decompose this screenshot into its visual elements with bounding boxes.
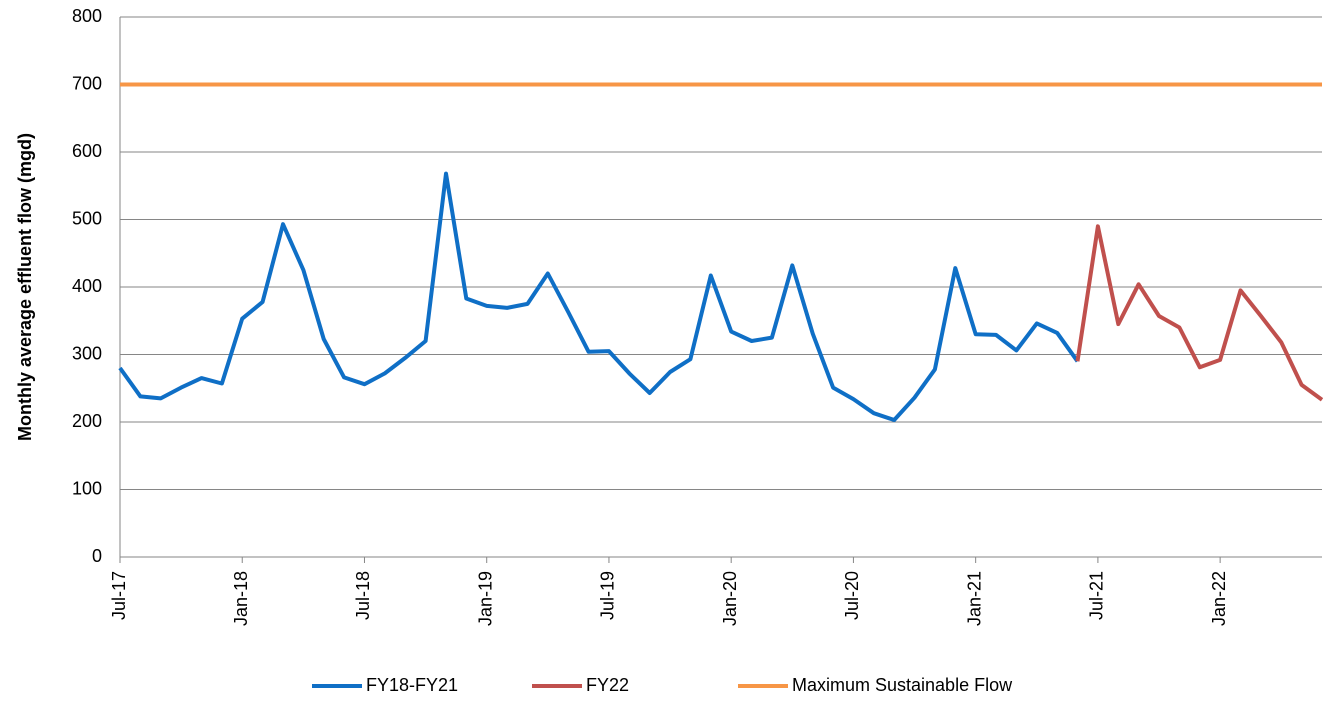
x-tick-label: Jan-18 bbox=[231, 571, 251, 626]
y-tick-label: 700 bbox=[72, 73, 102, 93]
y-tick-label: 300 bbox=[72, 343, 102, 363]
series-line bbox=[1075, 224, 1323, 402]
y-tick-label: 0 bbox=[92, 546, 102, 566]
y-tick-label: 400 bbox=[72, 276, 102, 296]
y-tick-label: 800 bbox=[72, 6, 102, 26]
x-tick-label: Jan-22 bbox=[1209, 571, 1229, 626]
x-tick-label: Jan-21 bbox=[964, 571, 984, 626]
x-tick-label: Jul-17 bbox=[109, 571, 129, 620]
x-tick-label: Jul-20 bbox=[842, 571, 862, 620]
y-tick-label: 200 bbox=[72, 411, 102, 431]
x-tick-label: Jan-20 bbox=[720, 571, 740, 626]
y-tick-label: 600 bbox=[72, 141, 102, 161]
y-tick-label: 100 bbox=[72, 478, 102, 498]
y-tick-label: 500 bbox=[72, 208, 102, 228]
x-tick-label: Jul-21 bbox=[1087, 571, 1107, 620]
x-tick-label: Jul-19 bbox=[598, 571, 618, 620]
series-line bbox=[118, 171, 1080, 422]
y-axis-title: Monthly average effluent flow (mgd) bbox=[15, 133, 35, 441]
x-tick-label: Jan-19 bbox=[475, 571, 495, 626]
legend-label: Maximum Sustainable Flow bbox=[792, 675, 1013, 695]
legend-label: FY18-FY21 bbox=[366, 675, 458, 695]
legend-label: FY22 bbox=[586, 675, 629, 695]
x-tick-label: Jul-18 bbox=[353, 571, 373, 620]
